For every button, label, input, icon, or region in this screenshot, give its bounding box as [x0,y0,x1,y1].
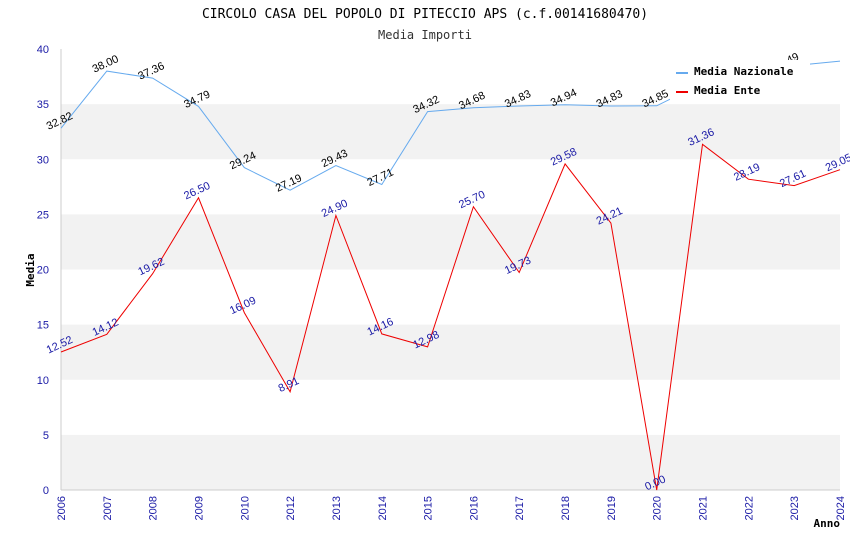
x-tick-label: 2009 [193,496,205,520]
axes [60,49,840,491]
grid-band [61,324,840,380]
data-label: 27.61 [778,168,808,191]
grid-bands [61,104,840,490]
x-tick-label: 2006 [56,496,68,520]
data-label: 37.36 [136,60,166,83]
legend-label-nazionale: Media Nazionale [694,65,794,78]
x-tick-label: 2008 [148,496,160,520]
x-tick-label: 2017 [514,496,526,520]
x-axis-title: Anno [814,517,841,530]
grid-band [61,214,840,270]
y-tick-label: 10 [37,375,49,387]
x-tick-label: 2020 [652,496,664,520]
y-tick-label: 15 [37,320,49,332]
y-tick-labels: 0 5 10 15 20 25 30 35 40 [37,44,49,497]
x-tick-label: 2013 [331,496,343,520]
y-tick-label: 20 [37,265,49,277]
x-tick-label: 2007 [102,496,114,520]
x-tick-label: 2023 [789,496,801,520]
legend: Media Nazionale Media Ente [670,60,810,102]
chart-title: CIRCOLO CASA DEL POPOLO DI PITECCIO APS … [202,7,648,22]
data-label: 16.09 [228,295,258,318]
x-tick-label: 2021 [698,496,710,520]
x-tick-label: 2015 [423,496,435,520]
x-tick-label: 2016 [468,496,480,520]
series-line-media-ente [60,143,841,491]
data-label: 27.19 [274,172,304,195]
y-tick-label: 5 [43,430,49,442]
x-tick-labels: 2006 2007 2008 2009 2010 2012 2013 2014 2015 2016… [56,496,847,520]
data-label: 27.71 [365,167,395,190]
data-label: 25.70 [457,189,487,212]
legend-label-ente: Media Ente [694,84,761,97]
legend-background [670,60,810,102]
grid-band [61,104,840,160]
y-tick-label: 40 [37,44,49,56]
y-tick-label: 25 [37,209,49,221]
y-axis-title: Media [24,253,37,286]
y-tick-label: 35 [37,99,49,111]
x-tick-label: 2012 [285,496,297,520]
y-tick-label: 0 [43,485,49,497]
x-tick-label: 2018 [560,496,572,520]
grid-band [61,434,840,490]
x-tick-label: 2010 [239,496,251,520]
x-tick-label: 2024 [835,496,847,520]
x-tick-label: 2014 [377,496,389,520]
y-tick-label: 30 [37,154,49,166]
chart-subtitle: Media Importi [378,28,472,42]
x-tick-label: 2019 [606,496,618,520]
x-tick-label: 2022 [743,496,755,520]
